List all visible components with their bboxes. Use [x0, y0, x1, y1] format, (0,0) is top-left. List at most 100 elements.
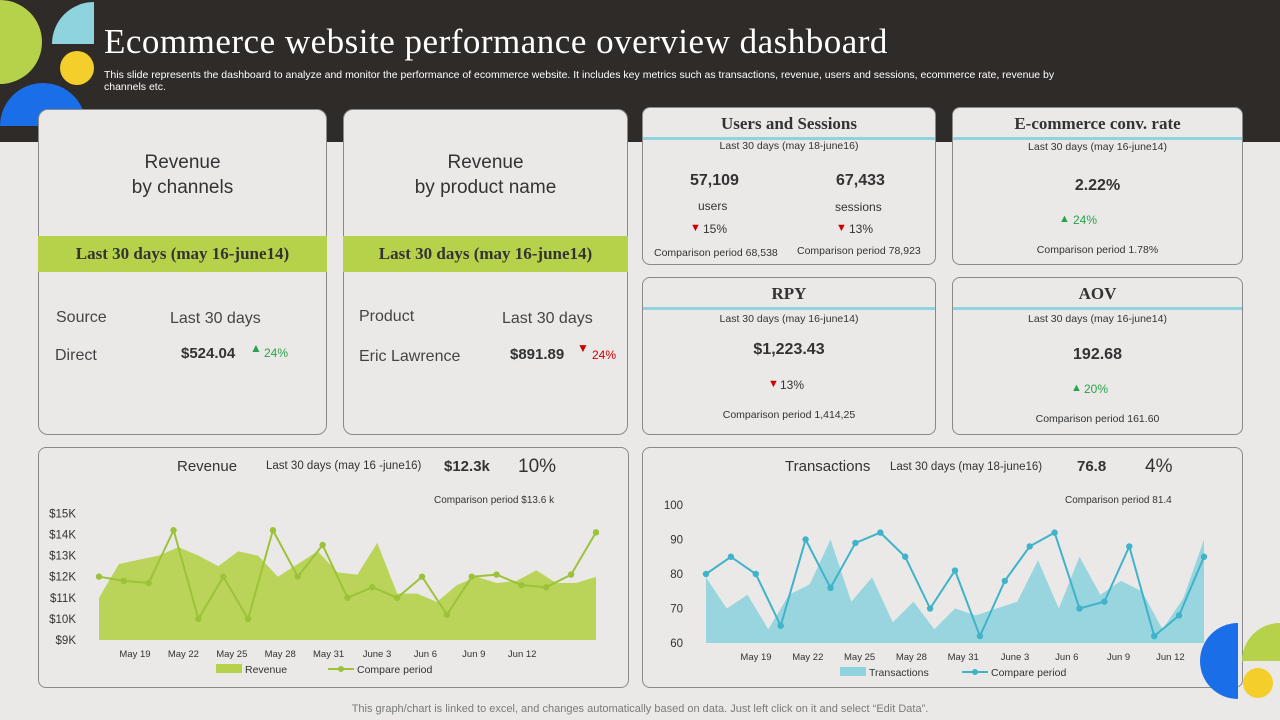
- period-label: Last 30 days (may 16-june14): [1028, 141, 1167, 153]
- change-value: 24%: [264, 346, 289, 360]
- revenue-by-product-card: Revenue by product name Last 30 days (ma…: [343, 109, 628, 435]
- compare-period-point: [592, 529, 600, 536]
- y-tick-label: $14K: [49, 529, 76, 541]
- down-arrow-icon: ▼: [836, 222, 847, 234]
- compare-period-point: [1051, 529, 1058, 536]
- area-series-revenue: [99, 542, 596, 640]
- compare-period-point: [1001, 577, 1008, 585]
- compare-period-point: [902, 553, 909, 560]
- down-arrow-icon: ▼: [577, 341, 589, 355]
- change-value: 24%: [1073, 213, 1098, 227]
- x-tick-label: May 22: [168, 649, 199, 660]
- card-title: Users and Sessions: [643, 108, 935, 140]
- compare-period-point: [95, 573, 103, 580]
- users-label: users: [698, 199, 728, 213]
- sessions-change: 13%: [849, 222, 874, 236]
- card-title: Revenue by channels: [131, 152, 234, 198]
- chart-period: Last 30 days (may 16 -june16): [266, 460, 422, 472]
- users-comparison: Comparison period 68,538: [654, 247, 778, 259]
- y-tick-label: 100: [664, 500, 683, 512]
- compare-period-point: [1076, 605, 1083, 612]
- y-tick-label: $12K: [49, 572, 76, 584]
- comparison-label: Comparison period 161.60: [1035, 413, 1160, 425]
- compare-period-point: [170, 527, 177, 534]
- decorative-shapes-bottom-right: [1200, 623, 1280, 699]
- x-tick-label: Jun 12: [1156, 652, 1185, 663]
- x-tick-label: Jun 12: [508, 649, 537, 660]
- y-tick-label: 90: [670, 535, 683, 547]
- x-tick-label: May 28: [265, 649, 296, 660]
- legend-label: Compare period: [357, 664, 432, 676]
- compare-period-point: [852, 539, 859, 547]
- product-value: $891.89: [510, 346, 565, 363]
- compare-period-point: [394, 594, 401, 601]
- chart-label: Transactions: [785, 458, 871, 475]
- y-tick-label: $9K: [56, 635, 77, 647]
- legend-swatch-point: [338, 666, 344, 672]
- chart-value: 76.8: [1077, 458, 1107, 475]
- yellow-circle-shape: [1243, 668, 1273, 698]
- card-title: AOV: [953, 278, 1242, 310]
- aov-value: 192.68: [1073, 346, 1122, 363]
- chart-comparison: Comparison period $13.6 k: [434, 495, 555, 506]
- compare-period-point: [1126, 543, 1133, 550]
- card-title: E-commerce conv. rate: [953, 108, 1242, 140]
- compare-period-point: [468, 573, 475, 580]
- x-tick-label: May 31: [948, 652, 979, 663]
- period-label: Last 30 days (may 16-june14): [1028, 313, 1167, 325]
- product-header: Product: [359, 308, 415, 325]
- up-arrow-icon: ▲: [250, 341, 262, 355]
- blue-half-circle-shape: [1200, 623, 1238, 699]
- source-header: Source: [56, 309, 107, 326]
- compare-period-point: [1151, 632, 1158, 640]
- sessions-value: 67,433: [836, 172, 885, 189]
- x-tick-label: May 25: [844, 652, 875, 663]
- green-quarter-shape: [1242, 623, 1280, 661]
- area-series-transactions: [706, 539, 1204, 643]
- card-title: Revenue by product name: [414, 152, 557, 198]
- compare-period-point: [195, 615, 202, 623]
- compare-period-point: [443, 611, 451, 618]
- period-label: Last 30 days (may 16-june14): [719, 313, 859, 325]
- users-change: 15%: [703, 222, 728, 236]
- x-tick-label: Jun 9: [462, 649, 485, 660]
- compare-period-point: [493, 571, 500, 578]
- change-value: 24%: [592, 348, 617, 362]
- compare-period-point: [727, 553, 735, 560]
- compare-period-point: [951, 567, 959, 574]
- compare-period-point: [418, 573, 426, 580]
- x-tick-label: May 22: [792, 652, 823, 663]
- compare-period-point: [1175, 612, 1183, 619]
- chart-label: Revenue: [177, 458, 238, 475]
- sessions-comparison: Comparison period 78,923: [797, 245, 921, 257]
- compare-period-point: [369, 584, 376, 591]
- direct-value: $524.04: [181, 345, 236, 362]
- compare-period-point: [926, 605, 934, 612]
- period-label: Last 30 days (may 18-june16): [719, 140, 859, 152]
- y-tick-label: $15K: [49, 508, 76, 520]
- compare-period-point: [877, 529, 884, 536]
- legend-label: Compare period: [991, 667, 1066, 679]
- compare-period-point: [1026, 543, 1033, 550]
- up-arrow-icon: ▲: [1059, 213, 1070, 225]
- comparison-label: Comparison period 1.78%: [1036, 244, 1159, 256]
- last-30-days-header: Last 30 days: [170, 310, 261, 327]
- y-tick-label: $10K: [49, 614, 76, 626]
- compare-period-point: [567, 571, 575, 578]
- x-tick-label: May 25: [216, 649, 247, 660]
- compare-period-point: [269, 527, 277, 534]
- chart-comparison: Comparison period 81.4: [1065, 495, 1172, 506]
- compare-period-point: [702, 570, 710, 578]
- y-tick-label: 60: [670, 638, 683, 650]
- chart-period: Last 30 days (may 18-june16): [890, 461, 1043, 473]
- chart-pct: 10%: [518, 456, 557, 477]
- y-tick-label: $11K: [50, 593, 76, 605]
- revenue-by-channels-card: Revenue by channels Last 30 days (may 16…: [38, 109, 327, 435]
- chart-value: $12.3k: [444, 458, 490, 475]
- product-name: Eric Lawrence: [359, 348, 461, 365]
- rpy-value: $1,223.43: [753, 341, 825, 358]
- compare-period-point: [319, 541, 326, 549]
- conversion-rate-card: E-commerce conv. rate Last 30 days (may …: [952, 107, 1243, 265]
- period-band: Last 30 days (may 16-june14): [343, 236, 628, 272]
- users-value: 57,109: [690, 172, 739, 189]
